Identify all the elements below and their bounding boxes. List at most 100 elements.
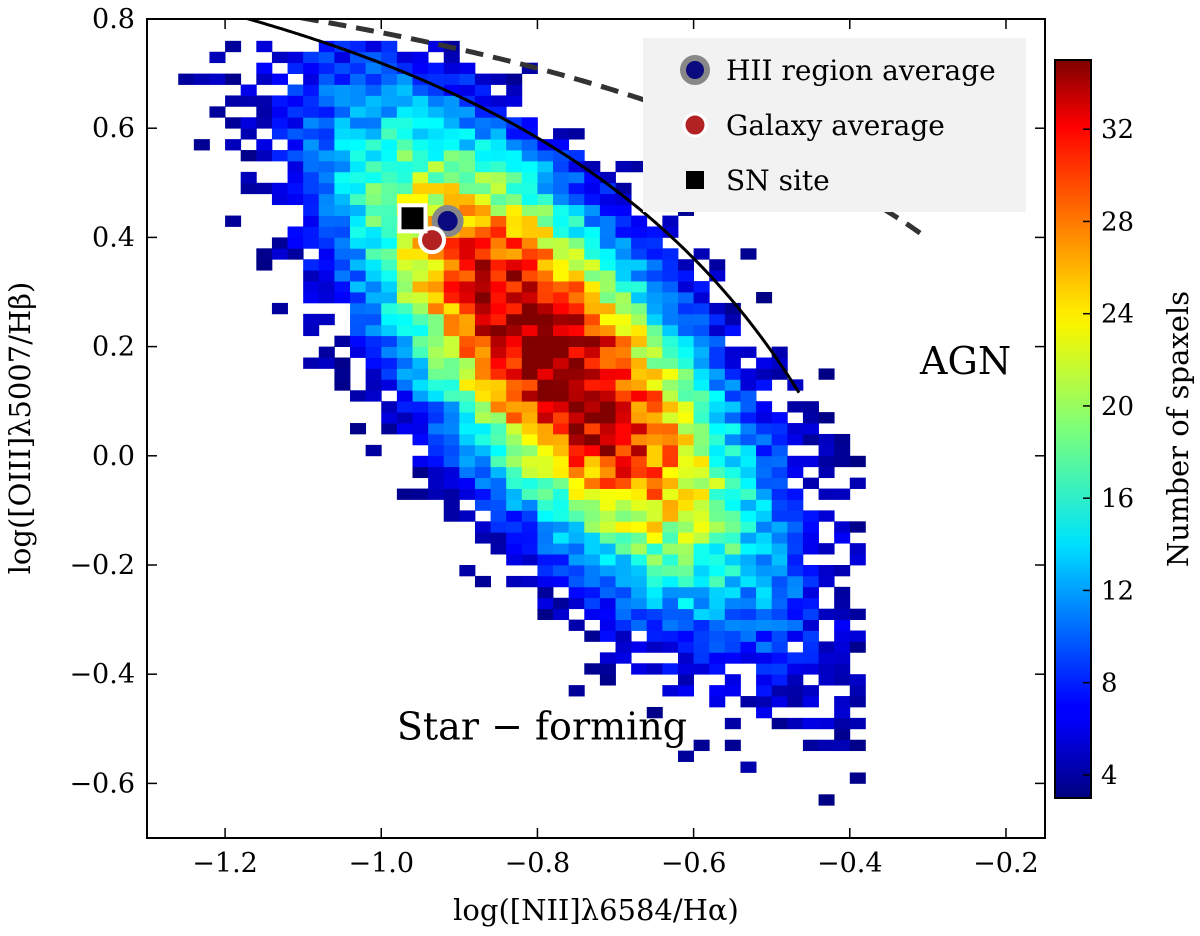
histogram-bin — [615, 346, 632, 358]
histogram-bin — [381, 335, 398, 347]
histogram-bin — [412, 368, 429, 380]
histogram-bin — [537, 444, 554, 457]
histogram-bin — [271, 237, 288, 249]
colorbar-tick-label: 32 — [1101, 115, 1134, 145]
colorbar-tick-label: 12 — [1101, 576, 1134, 606]
histogram-bin — [599, 281, 616, 293]
histogram-bin — [381, 150, 398, 162]
histogram-bin — [537, 554, 554, 566]
colorbar-tick-label: 20 — [1101, 392, 1134, 422]
histogram-bin — [631, 586, 648, 599]
histogram-bin — [740, 499, 757, 511]
histogram-bin — [443, 73, 460, 85]
histogram-bin — [381, 368, 398, 380]
histogram-bin — [490, 292, 507, 304]
histogram-bin — [225, 215, 242, 227]
histogram-bin — [631, 444, 648, 457]
histogram-bin — [584, 292, 601, 304]
histogram-bin — [646, 510, 663, 522]
histogram-bin — [662, 281, 679, 293]
histogram-bin — [396, 259, 413, 271]
histogram-bin — [490, 521, 507, 533]
histogram-bin — [256, 73, 273, 85]
histogram-bin — [318, 204, 335, 216]
histogram-bin — [350, 237, 367, 249]
histogram-bin — [537, 521, 554, 533]
histogram-bin — [396, 160, 413, 173]
histogram-bin — [193, 139, 210, 151]
histogram-bin — [599, 565, 616, 577]
histogram-bin — [459, 510, 476, 522]
histogram-bin — [256, 139, 273, 151]
histogram-bin — [740, 455, 757, 468]
histogram-bin — [365, 259, 382, 271]
histogram-bin — [443, 302, 460, 315]
histogram-bin — [693, 630, 710, 642]
histogram-bin — [568, 586, 585, 599]
histogram-bin — [459, 84, 476, 96]
histogram-bin — [350, 73, 367, 85]
histogram-bin — [584, 270, 601, 282]
histogram-bin — [553, 510, 570, 522]
histogram-bin — [474, 292, 491, 304]
histogram-bin — [350, 117, 367, 129]
histogram-bin — [443, 259, 460, 271]
histogram-bin — [677, 619, 695, 631]
histogram-bin — [287, 62, 304, 74]
histogram-bin — [724, 302, 741, 315]
histogram-bin — [490, 368, 507, 380]
histogram-bin — [521, 193, 538, 206]
histogram-bin — [521, 324, 538, 337]
histogram-bin — [553, 346, 570, 358]
histogram-bin — [631, 619, 648, 631]
histogram-bin — [599, 357, 616, 369]
histogram-bin — [506, 150, 523, 162]
histogram-bin — [553, 270, 570, 282]
histogram-bin — [537, 313, 554, 326]
histogram-bin — [756, 477, 773, 489]
histogram-bin — [381, 204, 398, 216]
histogram-bin — [396, 106, 413, 118]
histogram-bin — [334, 237, 351, 249]
histogram-bin — [287, 84, 304, 96]
histogram-bin — [396, 117, 413, 129]
histogram-bin — [849, 674, 866, 686]
histogram-bin — [802, 423, 819, 435]
histogram-bin — [506, 270, 523, 282]
histogram-bin — [646, 248, 663, 260]
histogram-bin — [646, 237, 663, 249]
histogram-bin — [709, 554, 726, 566]
histogram-bin — [740, 466, 757, 479]
histogram-bin — [693, 433, 710, 446]
histogram-bin — [474, 215, 491, 227]
histogram-bin — [381, 160, 398, 173]
histogram-bin — [802, 455, 819, 468]
histogram-bin — [584, 171, 601, 184]
histogram-bin — [646, 575, 663, 588]
histogram-bin — [553, 281, 570, 293]
histogram-bin — [646, 335, 663, 347]
histogram-bin — [662, 608, 679, 620]
histogram-bin — [365, 160, 382, 173]
histogram-bin — [490, 150, 507, 162]
histogram-bin — [599, 630, 616, 642]
histogram-bin — [599, 259, 616, 271]
histogram-bin — [693, 619, 710, 631]
histogram-bin — [771, 444, 788, 457]
histogram-bin — [396, 335, 413, 347]
histogram-bin — [396, 302, 413, 315]
histogram-bin — [615, 270, 632, 282]
histogram-bin — [787, 510, 804, 522]
histogram-bin — [428, 357, 445, 369]
histogram-bin — [490, 139, 507, 151]
histogram-bin — [428, 139, 445, 151]
histogram-bin — [615, 444, 632, 457]
histogram-bin — [740, 619, 757, 631]
histogram-bin — [787, 630, 804, 642]
histogram-bin — [646, 368, 663, 380]
histogram-bin — [724, 532, 741, 544]
histogram-bin — [443, 237, 460, 249]
histogram-bin — [490, 182, 507, 195]
histogram-bin — [771, 575, 788, 588]
histogram-bin — [537, 248, 554, 260]
